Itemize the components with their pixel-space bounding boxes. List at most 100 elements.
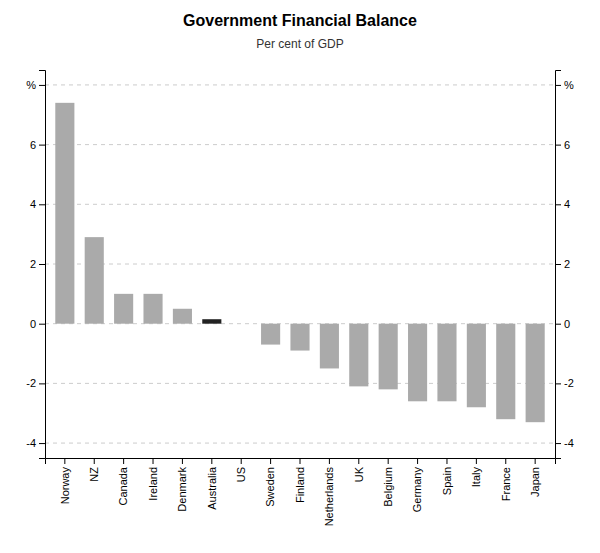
bar bbox=[496, 324, 515, 420]
tick: Japan bbox=[529, 458, 541, 497]
bar bbox=[202, 319, 221, 323]
tick: -2 bbox=[555, 377, 574, 389]
tick: 0 bbox=[555, 318, 570, 330]
tick: Canada bbox=[117, 458, 129, 506]
tick: 4 bbox=[30, 198, 45, 210]
tick-mark bbox=[123, 458, 124, 464]
tick-mark bbox=[211, 458, 212, 464]
tick: 4 bbox=[555, 198, 570, 210]
tick: % bbox=[555, 79, 574, 91]
tick-label: France bbox=[500, 467, 512, 501]
bar bbox=[526, 324, 545, 422]
bar bbox=[55, 103, 74, 324]
tick: NZ bbox=[88, 458, 100, 482]
tick-label: 6 bbox=[564, 139, 570, 151]
tick-label: UK bbox=[353, 466, 365, 482]
tick-mark bbox=[39, 85, 45, 86]
bar bbox=[261, 324, 280, 345]
tick-mark bbox=[358, 458, 359, 464]
tick-label: Finland bbox=[294, 467, 306, 503]
x-axis: Norway NZ Canada Ireland Denmark Australia US S… bbox=[46, 458, 556, 526]
tick-mark bbox=[153, 458, 154, 464]
bars bbox=[55, 103, 544, 422]
tick-mark bbox=[300, 458, 301, 464]
tick-label: Spain bbox=[441, 467, 453, 495]
bar bbox=[290, 324, 309, 351]
grid-line bbox=[45, 264, 555, 265]
bar bbox=[173, 309, 192, 324]
tick-mark bbox=[241, 458, 242, 464]
tick-label: -4 bbox=[564, 437, 574, 449]
tick-label: 2 bbox=[30, 258, 36, 270]
tick: Germany bbox=[411, 458, 423, 512]
axis-domain bbox=[556, 71, 562, 459]
tick-label: Australia bbox=[206, 466, 218, 510]
tick: Sweden bbox=[264, 458, 276, 507]
tick-label: Ireland bbox=[147, 467, 159, 501]
bar bbox=[143, 294, 162, 324]
tick-mark bbox=[417, 458, 418, 464]
tick-label: Netherlands bbox=[323, 467, 335, 527]
tick-mark bbox=[505, 458, 506, 464]
tick: UK bbox=[353, 458, 365, 482]
tick-mark bbox=[39, 204, 45, 205]
tick-label: 4 bbox=[564, 198, 570, 210]
tick-label: Canada bbox=[117, 466, 129, 505]
bar bbox=[408, 324, 427, 402]
tick-label: 6 bbox=[30, 139, 36, 151]
tick-mark bbox=[329, 458, 330, 464]
tick-mark bbox=[555, 443, 561, 444]
tick-mark bbox=[388, 458, 389, 464]
tick-mark bbox=[39, 443, 45, 444]
bar bbox=[349, 324, 368, 387]
bar bbox=[114, 294, 133, 324]
axis-domain bbox=[46, 459, 556, 465]
tick-label: NZ bbox=[88, 467, 100, 482]
y2-axis: -4 -2 0 2 4 6% bbox=[555, 71, 574, 459]
tick: 2 bbox=[30, 258, 45, 270]
tick-label: Belgium bbox=[382, 467, 394, 507]
y-axis: -4 -2 0 2 4 6% bbox=[26, 71, 45, 459]
tick: Ireland bbox=[147, 458, 159, 501]
tick-label: Norway bbox=[59, 467, 71, 505]
tick-mark bbox=[535, 458, 536, 464]
tick-label: 0 bbox=[30, 318, 36, 330]
tick: 6 bbox=[30, 139, 45, 151]
plot-area: -4 -2 0 2 4 6% -4 -2 0 2 4 6% Norway NZ Canada Ireland D… bbox=[26, 71, 574, 527]
tick-label: Japan bbox=[529, 467, 541, 497]
bar bbox=[379, 324, 398, 390]
tick: 0 bbox=[30, 318, 45, 330]
tick-mark bbox=[555, 85, 561, 86]
tick-label: Sweden bbox=[264, 467, 276, 507]
tick-mark bbox=[39, 145, 45, 146]
tick: US bbox=[235, 458, 247, 482]
title: Government Financial Balance bbox=[183, 12, 417, 29]
tick-label: -2 bbox=[26, 377, 36, 389]
tick: 6 bbox=[555, 139, 570, 151]
tick: Netherlands bbox=[323, 458, 335, 526]
tick-label: 2 bbox=[564, 258, 570, 270]
tick-mark bbox=[270, 458, 271, 464]
tick-mark bbox=[555, 383, 561, 384]
tick-label: US bbox=[235, 467, 247, 482]
tick-mark bbox=[446, 458, 447, 464]
tick: Australia bbox=[206, 458, 218, 510]
tick: Italy bbox=[470, 458, 482, 487]
tick: -4 bbox=[26, 437, 45, 449]
tick-label: Italy bbox=[470, 467, 482, 488]
tick-mark bbox=[555, 264, 561, 265]
tick-mark bbox=[39, 383, 45, 384]
chart-container: -4 -2 0 2 4 6% -4 -2 0 2 4 6% Norway NZ Canada Ireland D… bbox=[0, 0, 600, 553]
grid bbox=[45, 85, 555, 443]
tick: -4 bbox=[555, 437, 574, 449]
tick-mark bbox=[39, 324, 45, 325]
tick: % bbox=[26, 79, 45, 91]
bar bbox=[320, 324, 339, 369]
axis-domain bbox=[39, 71, 46, 459]
tick-label: -2 bbox=[564, 377, 574, 389]
tick: Denmark bbox=[176, 458, 188, 512]
tick-label: % bbox=[26, 79, 36, 91]
tick-mark bbox=[64, 458, 65, 464]
bar bbox=[232, 323, 251, 324]
bar bbox=[437, 324, 456, 402]
